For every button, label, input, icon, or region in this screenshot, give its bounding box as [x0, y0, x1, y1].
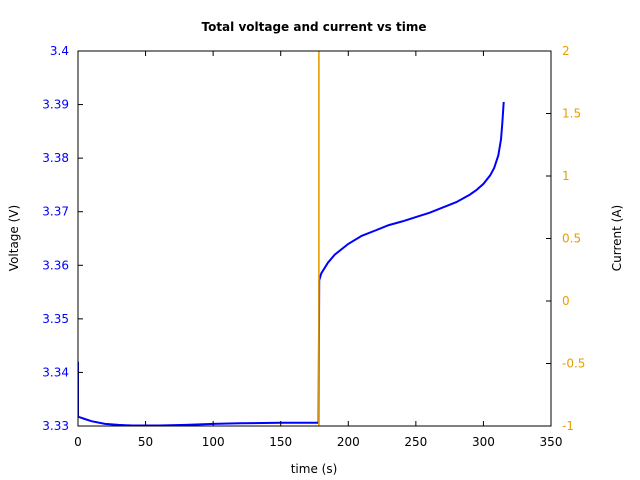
y-tick-label: 3.4	[50, 44, 69, 58]
y2-tick-label: -0.5	[562, 357, 585, 371]
x-axis-label: time (s)	[291, 462, 338, 476]
y-axis-label: Voltage (V)	[7, 205, 21, 271]
y-tick-label: 3.39	[42, 98, 69, 112]
y-tick-label: 3.37	[42, 205, 69, 219]
y-tick-label: 3.35	[42, 312, 69, 326]
current-line	[318, 51, 320, 426]
x-tick-label: 50	[138, 435, 153, 449]
x-tick-label: 0	[74, 435, 82, 449]
chart-title: Total voltage and current vs time	[201, 20, 426, 34]
voltage-line	[78, 101, 505, 426]
y2-tick-label: 0	[562, 294, 570, 308]
y2-tick-label: 1.5	[562, 107, 581, 121]
y2-tick-label: -1	[562, 419, 574, 433]
x-tick-label: 300	[472, 435, 495, 449]
y-axis-right: -1 -0.5 0 0.5 1 1.5 2	[546, 44, 585, 433]
x-tick-label: 350	[540, 435, 563, 449]
y-tick-label: 3.34	[42, 365, 69, 379]
y-tick-label: 3.38	[42, 151, 69, 165]
y2-tick-label: 0.5	[562, 232, 581, 246]
x-tick-label: 250	[404, 435, 427, 449]
x-tick-label: 150	[269, 435, 292, 449]
y2-tick-label: 2	[562, 44, 570, 58]
x-axis: 0 50 100 150 200 250 300 350	[74, 51, 562, 449]
y2-axis-label: Current (A)	[610, 205, 624, 271]
x-tick-label: 100	[202, 435, 225, 449]
y-tick-label: 3.33	[42, 419, 69, 433]
y2-tick-label: 1	[562, 169, 570, 183]
x-tick-label: 200	[337, 435, 360, 449]
y-tick-label: 3.36	[42, 258, 69, 272]
plot-frame	[77, 50, 552, 427]
plot-area	[78, 51, 505, 426]
y-axis-left: 3.33 3.34 3.35 3.36 3.37 3.38 3.39 3.4	[42, 44, 83, 433]
